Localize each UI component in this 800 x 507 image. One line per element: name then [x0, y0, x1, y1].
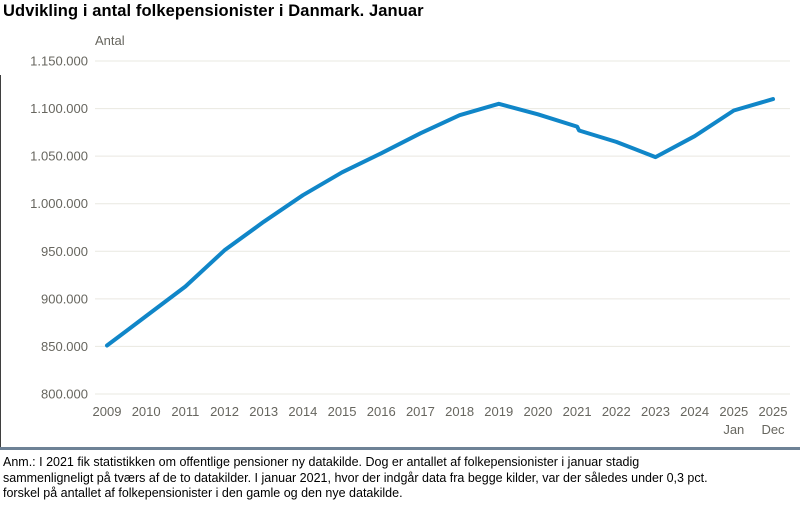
left-edge-line	[0, 75, 1, 447]
x-tick-label: 2013	[249, 404, 278, 419]
x-tick-label: 2009	[93, 404, 122, 419]
x-tick-label: 2025	[759, 404, 788, 419]
y-tick-label: 1.100.000	[30, 101, 88, 116]
x-tick-sublabel: Dec	[761, 422, 785, 437]
x-tick-label: 2010	[132, 404, 161, 419]
footnote: Anm.: I 2021 fik statistikken om offentl…	[3, 455, 708, 502]
x-tick-label: 2017	[406, 404, 435, 419]
data-line-antal-folkepensionister	[105, 97, 775, 348]
x-tick-label: 2016	[367, 404, 396, 419]
footnote-line: forskel på antallet af folkepensionister…	[3, 486, 403, 501]
y-tick-label: 850.000	[41, 339, 88, 354]
y-tick-label: 1.050.000	[30, 149, 88, 164]
y-tick-label: 900.000	[41, 291, 88, 306]
footnote-line: sammenligneligt på tværs af de to dataki…	[3, 470, 708, 485]
x-tick-label: 2023	[641, 404, 670, 419]
x-tick-label: 2022	[602, 404, 631, 419]
x-tick-label: 2020	[523, 404, 552, 419]
y-tick-label: 1.150.000	[30, 54, 88, 69]
line-chart: 1.150.000 1.100.000 1.050.000 1.000.000 950.…	[30, 54, 790, 437]
x-tick-label: 2012	[210, 404, 239, 419]
x-tick-label: 2019	[484, 404, 513, 419]
x-tick-label: 2018	[445, 404, 474, 419]
y-tick-label: 1.000.000	[30, 196, 88, 211]
x-tick-label: 2011	[171, 404, 199, 419]
y-tick-label: 950.000	[41, 244, 88, 259]
x-tick-label: 2014	[288, 404, 317, 419]
footnote-line: Anm.: I 2021 fik statistikken om offentl…	[3, 455, 640, 469]
y-axis-unit-label: Antal	[95, 33, 125, 48]
y-tick-label: 800.000	[41, 387, 88, 402]
x-tick-label: 2024	[680, 404, 709, 419]
separator-rule	[0, 447, 800, 450]
x-tick-label: 2025	[719, 404, 748, 419]
x-tick-sublabel: Jan	[723, 422, 744, 437]
x-tick-label: 2015	[328, 404, 357, 419]
chart-title: Udvikling i antal folkepensionister i Da…	[3, 2, 424, 20]
x-tick-label: 2021	[563, 404, 592, 419]
